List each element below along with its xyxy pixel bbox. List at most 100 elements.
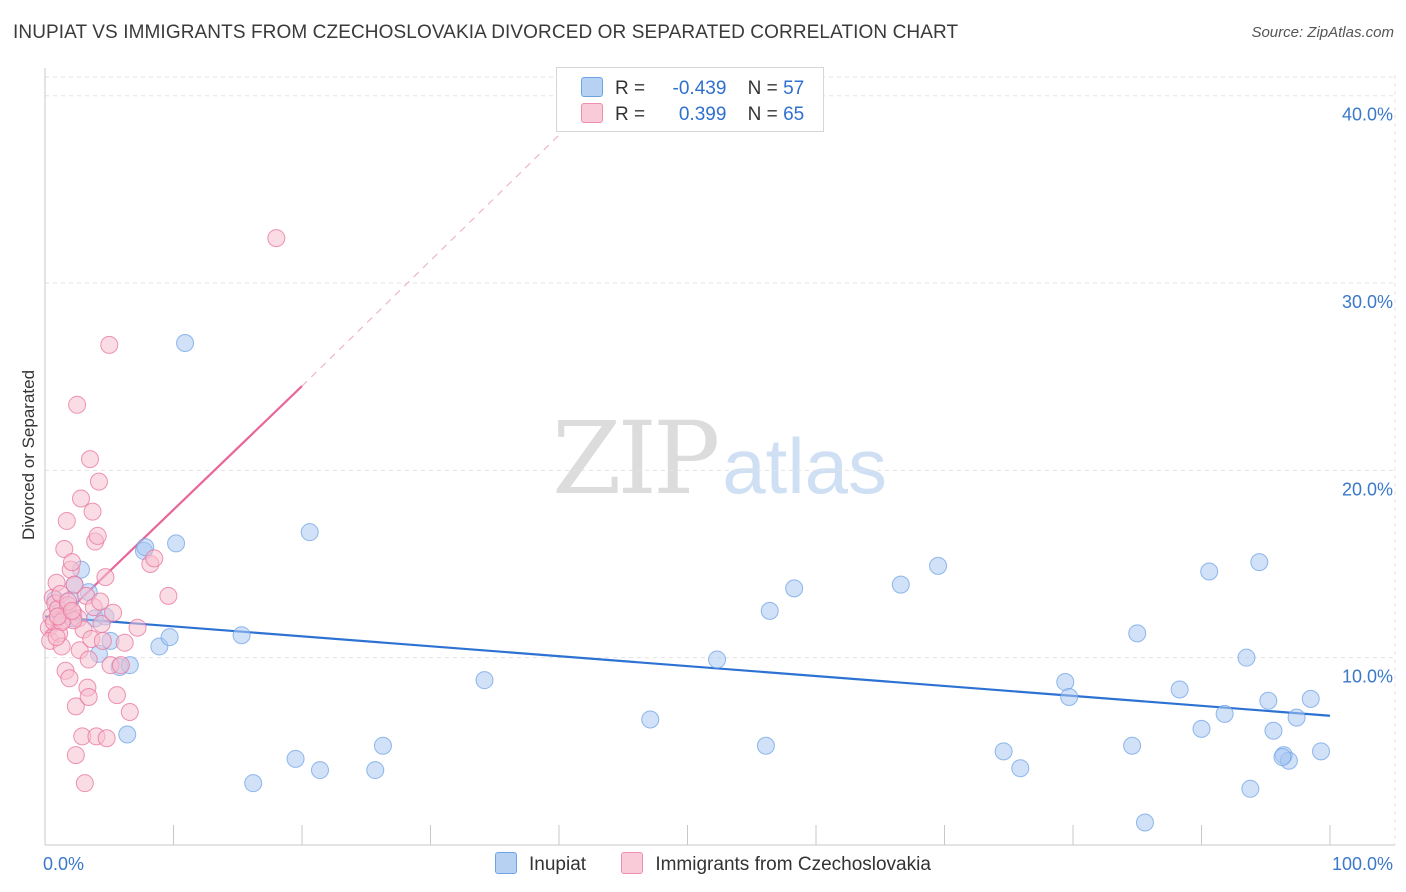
- data-point: [47, 628, 66, 647]
- series-inupiat: [46, 333, 1331, 832]
- data-point: [60, 669, 79, 688]
- data-point: [1128, 624, 1147, 643]
- data-point: [760, 601, 779, 620]
- trend-line-inupiat: [44, 615, 1331, 717]
- data-point: [83, 502, 102, 521]
- r-value-czechoslovakia: 0.399: [678, 104, 727, 125]
- data-point: [1259, 691, 1278, 710]
- data-point: [1273, 747, 1292, 766]
- legend-label-inupiat: Inupiat: [529, 854, 587, 875]
- data-point: [1060, 688, 1079, 707]
- legend-swatch-inupiat: [581, 77, 603, 97]
- data-point: [475, 671, 494, 690]
- data-point: [91, 592, 110, 611]
- data-point: [160, 628, 179, 647]
- data-point: [167, 534, 186, 553]
- data-point: [159, 586, 178, 605]
- data-point: [107, 686, 126, 705]
- data-points: [39, 229, 1331, 832]
- n-label: N =: [747, 78, 778, 99]
- trend-extension-czechoslovakia: [301, 134, 560, 387]
- data-point: [75, 774, 94, 793]
- data-point: [708, 650, 727, 669]
- data-point: [641, 710, 660, 729]
- data-point: [1135, 813, 1154, 832]
- data-point: [1250, 553, 1269, 572]
- data-point: [79, 688, 98, 707]
- data-point: [176, 333, 195, 352]
- data-point: [1301, 689, 1320, 708]
- data-point: [929, 556, 948, 575]
- data-point: [120, 703, 139, 722]
- data-point: [1237, 648, 1256, 667]
- gridlines: [45, 75, 1396, 845]
- data-point: [57, 511, 76, 530]
- data-point: [104, 603, 123, 622]
- data-point: [994, 742, 1013, 761]
- axes: [44, 68, 1395, 846]
- data-point: [1241, 779, 1260, 798]
- watermark: ZIPatlas: [552, 400, 887, 517]
- legend-swatch-czechoslovakia: [581, 103, 603, 123]
- data-point: [71, 489, 90, 508]
- data-point: [65, 575, 84, 594]
- legend-row-inupiat: R = -0.439 N = 57: [581, 77, 804, 101]
- data-point: [66, 746, 85, 765]
- data-point: [62, 553, 81, 572]
- y-tick-label: 10.0%: [1342, 667, 1393, 687]
- data-point: [1056, 673, 1075, 692]
- data-point: [1170, 680, 1189, 699]
- r-value-inupiat: -0.439: [672, 78, 727, 99]
- data-point: [100, 335, 119, 354]
- n-value-czechoslovakia: 65: [783, 104, 805, 125]
- data-point: [80, 450, 99, 469]
- chart-title: INUPIAT VS IMMIGRANTS FROM CZECHOSLOVAKI…: [13, 22, 959, 43]
- data-point: [756, 736, 775, 755]
- data-point: [1215, 704, 1234, 723]
- data-point: [1192, 719, 1211, 738]
- x-tick-label-min: 0.0%: [43, 854, 84, 874]
- watermark-atlas: atlas: [722, 422, 888, 510]
- legend-swatch-inupiat: [495, 852, 517, 874]
- legend-item-inupiat[interactable]: Inupiat: [495, 852, 586, 876]
- data-point: [1011, 759, 1030, 778]
- data-point: [267, 229, 286, 248]
- data-point: [115, 633, 134, 652]
- data-point: [1287, 708, 1306, 727]
- data-point: [93, 631, 112, 650]
- data-point: [1264, 721, 1283, 740]
- legend-item-czechoslovakia[interactable]: Immigrants from Czechoslovakia: [621, 852, 931, 876]
- data-point: [785, 579, 804, 598]
- series-czechoslovakia: [39, 229, 286, 793]
- data-point: [128, 618, 147, 637]
- data-point: [891, 575, 910, 594]
- data-point: [89, 472, 108, 491]
- y-tick-label: 20.0%: [1342, 479, 1393, 499]
- data-point: [1200, 562, 1219, 581]
- data-point: [96, 568, 115, 587]
- data-point: [145, 549, 164, 568]
- data-point: [79, 650, 98, 669]
- r-label: R =: [615, 104, 646, 125]
- legend-row-czechoslovakia: R = 0.399 N = 65: [581, 103, 804, 127]
- series-legend: Inupiat Immigrants from Czechoslovakia: [495, 852, 961, 876]
- tick-labels: 10.0% 20.0% 30.0% 40.0% 0.0% 100.0%: [43, 105, 1393, 874]
- data-point: [118, 725, 137, 744]
- data-point: [244, 774, 263, 793]
- n-label: N =: [747, 104, 778, 125]
- n-value-inupiat: 57: [783, 78, 805, 99]
- data-point: [68, 395, 87, 414]
- legend-swatch-czechoslovakia: [621, 852, 644, 874]
- data-point: [97, 729, 116, 748]
- data-point: [300, 523, 319, 542]
- data-point: [66, 697, 85, 716]
- data-point: [1312, 742, 1331, 761]
- y-tick-label: 40.0%: [1342, 105, 1393, 125]
- data-point: [1123, 736, 1142, 755]
- y-tick-label: 30.0%: [1342, 292, 1393, 312]
- data-point: [62, 601, 81, 620]
- data-point: [366, 761, 385, 780]
- data-point: [111, 656, 130, 675]
- data-point: [373, 736, 392, 755]
